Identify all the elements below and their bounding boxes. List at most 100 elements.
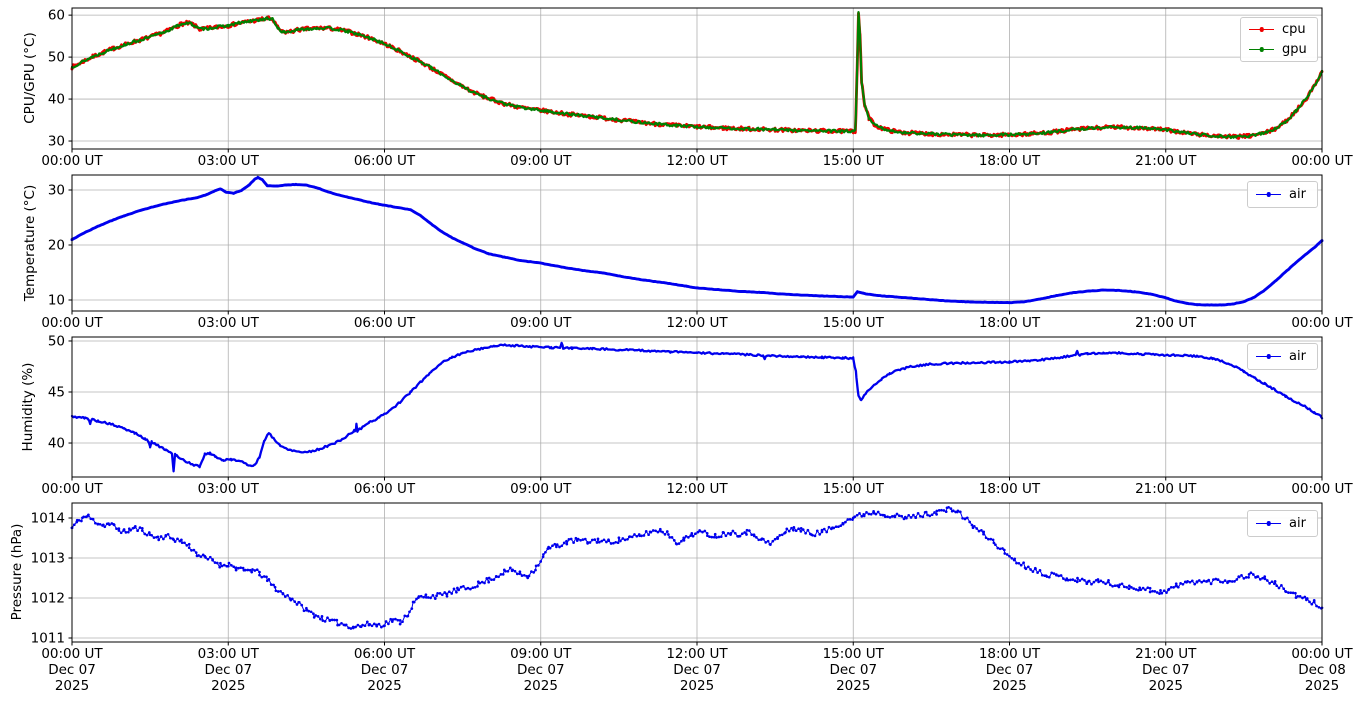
x-tick-label: 15:00 UT (823, 153, 885, 169)
x-tick-label: 03:00 UT (198, 153, 260, 169)
x-tick-label: 03:00 UT (198, 646, 260, 662)
x-tick-label: 12:00 UT (666, 315, 728, 331)
x-tick-label: 06:00 UT (354, 153, 416, 169)
y-axis-label-cpu-gpu: CPU/GPU (°C) (22, 32, 38, 124)
x-tick-label: 12:00 UT (666, 481, 728, 497)
x-tick-year: 2025 (211, 678, 245, 694)
axes-spines (71, 174, 1323, 312)
legend-label-air: air (1289, 516, 1306, 531)
x-tick-date: Dec 07 (361, 662, 409, 678)
y-tick-label: 1013 (31, 551, 65, 567)
legend-item-air-temperature: air (1248, 185, 1317, 205)
x-tick-label: 06:00 UT (354, 646, 416, 662)
legend-label-air: air (1289, 349, 1306, 364)
y-axis-label-pressure: Pressure (hPa) (9, 523, 25, 621)
x-tick-label: 09:00 UT (510, 153, 572, 169)
x-tick-date: Dec 07 (829, 662, 877, 678)
x-tick-label: 18:00 UT (979, 153, 1041, 169)
x-tick-label: 12:00 UT (666, 153, 728, 169)
legend-label-air: air (1289, 187, 1306, 202)
y-tick-label: 50 (48, 333, 65, 349)
x-tick-year: 2025 (524, 678, 558, 694)
y-tick-label: 60 (48, 8, 65, 24)
axes-spines (71, 7, 1323, 150)
x-tick-year: 2025 (836, 678, 870, 694)
x-tick-date: Dec 07 (1142, 662, 1190, 678)
x-tick-label: 06:00 UT (354, 481, 416, 497)
x-tick-label: 00:00 UT (1291, 646, 1353, 662)
y-tick-label: 1012 (31, 591, 65, 607)
y-tick-label: 10 (48, 293, 65, 309)
x-tick-year: 2025 (55, 678, 89, 694)
x-tick-label: 15:00 UT (823, 481, 885, 497)
y-axis-label-humidity: Humidity (%) (20, 362, 36, 452)
x-tick-date: Dec 07 (673, 662, 721, 678)
x-tick-label: 00:00 UT (41, 646, 103, 662)
x-tick-label: 21:00 UT (1135, 315, 1197, 331)
x-tick-label: 09:00 UT (510, 315, 572, 331)
x-tick-label: 18:00 UT (979, 315, 1041, 331)
legend-item-air-humidity: air (1248, 347, 1317, 367)
x-tick-year: 2025 (992, 678, 1026, 694)
legend-item-air-pressure: air (1248, 514, 1317, 534)
cpu-line-sample-icon (1249, 27, 1274, 32)
gpu-line-sample-icon (1249, 47, 1274, 52)
legend-label-gpu: gpu (1282, 42, 1307, 57)
legend-pressure: air (1247, 510, 1318, 537)
x-tick-label: 12:00 UT (666, 646, 728, 662)
x-tick-label: 18:00 UT (979, 481, 1041, 497)
x-tick-label: 18:00 UT (979, 646, 1041, 662)
axes-spines (71, 336, 1323, 478)
x-tick-label: 09:00 UT (510, 481, 572, 497)
y-tick-label: 40 (48, 92, 65, 108)
y-tick-label: 20 (48, 238, 65, 254)
x-tick-label: 00:00 UT (1291, 315, 1353, 331)
legend-cpu-gpu: cpu gpu (1240, 17, 1318, 62)
x-tick-label: 00:00 UT (1291, 153, 1353, 169)
x-tick-label: 21:00 UT (1135, 646, 1197, 662)
air-line-sample-icon (1256, 354, 1281, 359)
y-tick-label: 1011 (31, 631, 65, 647)
axes-spines (71, 502, 1323, 643)
legend-label-cpu: cpu (1282, 22, 1306, 37)
panel-cpu_gpu_temperature: 00:00 UT 03:00 UT 06:00 UT 09:00 UT 12:00 UT… (41, 7, 1353, 169)
x-tick-date: Dec 07 (986, 662, 1034, 678)
y-tick-label: 45 (48, 385, 65, 401)
legend-humidity: air (1247, 343, 1318, 370)
y-axis-label-temperature: Temperature (°C) (22, 184, 38, 302)
panel-air_temperature: 00:00 UT 03:00 UT 06:00 UT 09:00 UT 12:00 UT… (41, 174, 1353, 331)
legend-item-cpu: cpu (1241, 20, 1317, 40)
x-tick-label: 15:00 UT (823, 315, 885, 331)
x-tick-label: 00:00 UT (41, 481, 103, 497)
x-tick-year: 2025 (680, 678, 714, 694)
series-line-gpu (70, 11, 1324, 140)
series-line-air (70, 175, 1324, 307)
air-line-sample-icon (1256, 192, 1281, 197)
series-line-air (70, 341, 1324, 473)
panel-humidity: 00:00 UT 03:00 UT 06:00 UT 09:00 UT 12:00 UT… (41, 333, 1353, 497)
x-tick-date: Dec 08 (1298, 662, 1346, 678)
y-tick-label: 40 (48, 436, 65, 452)
x-tick-year: 2025 (1149, 678, 1183, 694)
x-tick-date: Dec 07 (48, 662, 96, 678)
x-tick-date: Dec 07 (517, 662, 565, 678)
x-tick-label: 00:00 UT (41, 315, 103, 331)
x-tick-label: 21:00 UT (1135, 481, 1197, 497)
x-tick-label: 09:00 UT (510, 646, 572, 662)
x-tick-date: Dec 07 (204, 662, 252, 678)
y-tick-label: 1014 (31, 511, 65, 527)
x-tick-year: 2025 (1305, 678, 1339, 694)
x-tick-year: 2025 (367, 678, 401, 694)
legend-item-gpu: gpu (1241, 40, 1317, 60)
y-tick-label: 30 (48, 183, 65, 199)
legend-temperature: air (1247, 181, 1318, 208)
x-tick-label: 06:00 UT (354, 315, 416, 331)
air-line-sample-icon (1256, 521, 1281, 526)
x-tick-label: 15:00 UT (823, 646, 885, 662)
x-tick-label: 03:00 UT (198, 315, 260, 331)
x-tick-label: 00:00 UT (41, 153, 103, 169)
x-tick-label: 21:00 UT (1135, 153, 1197, 169)
